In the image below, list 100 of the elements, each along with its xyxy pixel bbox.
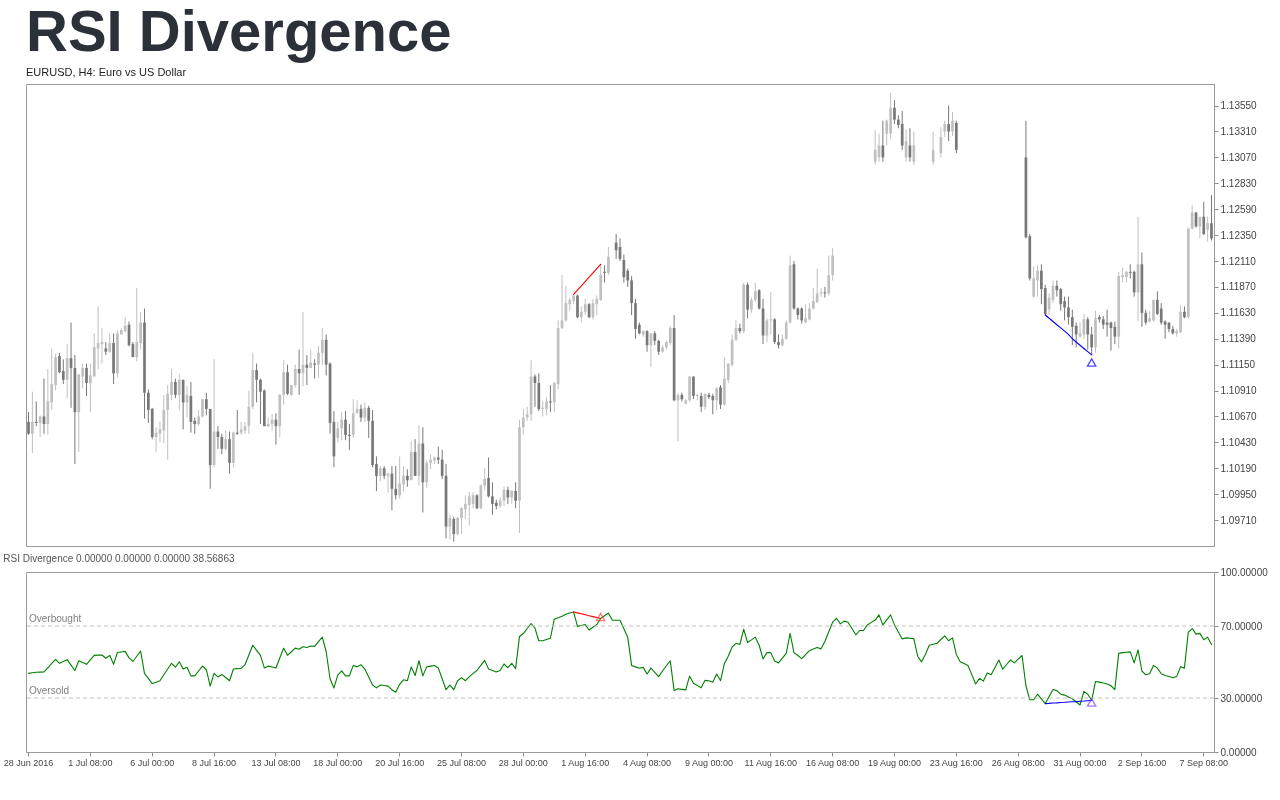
candlestick: [255, 363, 258, 403]
candlestick: [235, 409, 239, 436]
candlestick: [487, 456, 490, 498]
y-tick-label: 1.13070: [1220, 151, 1258, 163]
candlestick: [177, 373, 181, 411]
x-tick-label: 7 Sep 08:00: [1179, 757, 1229, 768]
candlestick: [893, 99, 896, 125]
candlestick: [549, 384, 552, 413]
candlestick: [166, 384, 170, 461]
candlestick: [320, 327, 324, 366]
candlestick: [1206, 216, 1209, 243]
candlestick: [873, 129, 877, 166]
candlestick: [85, 363, 88, 397]
candlestick: [522, 408, 525, 436]
candlestick: [827, 255, 831, 297]
candlestick: [228, 431, 231, 475]
x-tick-label: 1 Jul 08:00: [68, 757, 113, 768]
candlestick: [344, 410, 347, 441]
candlestick: [65, 343, 69, 399]
candlestick: [951, 111, 954, 137]
x-tick-label: 8 Jul 16:00: [192, 757, 237, 768]
y-tick-label: 1.11870: [1220, 281, 1257, 293]
x-tick-label: 19 Aug 00:00: [867, 757, 922, 768]
candlestick: [912, 131, 916, 166]
ref-line-label: Overbought: [29, 613, 82, 624]
candlestick: [1059, 287, 1063, 312]
candlestick: [1132, 270, 1136, 298]
candlestick: [367, 405, 371, 439]
candlestick: [607, 246, 610, 276]
candlestick: [456, 516, 459, 536]
candlestick: [668, 325, 672, 346]
y-tick-label: 70.00000: [1220, 620, 1263, 632]
y-tick-label: 1.12110: [1220, 255, 1257, 267]
candlestick: [398, 455, 401, 499]
candlestick: [402, 465, 405, 493]
candlestick: [773, 317, 776, 345]
candlestick: [514, 481, 517, 509]
chart-title: RSI Divergence 0.00000 0.00000 0.00000 38.56863: [3, 553, 235, 564]
x-tick-label: 25 Jul 08:00: [436, 757, 487, 768]
candlestick: [259, 378, 262, 425]
x-tick-label: 9 Aug 00:00: [684, 757, 733, 768]
y-tick-label: 0.00000: [1220, 746, 1258, 758]
candlestick: [174, 378, 177, 399]
y-tick-label: 1.12350: [1220, 229, 1258, 241]
candlestick: [348, 423, 351, 451]
candlestick: [699, 392, 703, 413]
chart-title: RSI Divergence: [26, 0, 452, 63]
x-tick-label: 28 Jul 00:00: [498, 757, 548, 768]
x-tick-label: 1 Aug 16:00: [561, 757, 610, 768]
candlestick: [831, 247, 834, 281]
x-tick-label: 26 Aug 08:00: [991, 757, 1045, 768]
candlestick: [452, 516, 456, 543]
candlestick: [204, 392, 208, 416]
candlestick: [34, 400, 38, 427]
candlestick: [688, 376, 691, 402]
x-tick-label: 2 Sep 16:00: [1117, 757, 1167, 768]
candlestick: [947, 105, 950, 142]
y-tick-label: 1.10670: [1220, 410, 1258, 422]
candlestick: [811, 287, 815, 311]
candlestick: [309, 349, 313, 369]
y-tick-label: 1.12590: [1220, 203, 1258, 215]
candlestick: [753, 282, 757, 303]
y-tick-label: 1.11630: [1220, 307, 1257, 319]
candlestick: [31, 391, 34, 454]
candlestick: [363, 401, 367, 423]
candlestick: [181, 379, 185, 430]
candlestick: [336, 421, 340, 443]
candlestick: [804, 303, 807, 324]
candlestick: [603, 264, 606, 284]
candlestick: [900, 110, 904, 151]
candlestick: [1210, 194, 1213, 242]
candlestick: [1032, 265, 1036, 299]
y-tick-label: 1.10910: [1220, 385, 1258, 397]
candlestick: [630, 275, 633, 316]
candlestick: [576, 293, 579, 319]
candlestick: [545, 396, 548, 416]
candlestick: [313, 358, 316, 380]
candlestick: [491, 481, 494, 516]
x-tick-label: 23 Aug 16:00: [929, 757, 983, 768]
candlestick: [351, 398, 355, 439]
y-tick-label: 1.13550: [1220, 100, 1258, 112]
candlestick: [467, 491, 471, 526]
candlestick: [464, 494, 467, 520]
candlestick: [425, 460, 429, 489]
line-series: [27, 611, 1213, 706]
candlestick: [135, 287, 139, 362]
y-tick-label: 1.11390: [1220, 333, 1257, 345]
chart-subtitle: EURUSD, H4: Euro vs US Dollar: [26, 66, 187, 78]
x-tick-label: 28 Jun 2016: [3, 757, 54, 768]
candlestick: [460, 506, 463, 535]
candlestick: [46, 368, 50, 436]
y-tick-label: 30.00000: [1220, 692, 1263, 704]
candlestick: [1202, 201, 1206, 236]
candlestick: [479, 483, 483, 510]
y-tick-label: 1.12830: [1220, 177, 1258, 189]
candlestick: [293, 364, 297, 388]
y-tick-label: 1.11150: [1220, 359, 1256, 371]
candlestick: [108, 332, 112, 354]
candlestick: [1067, 296, 1070, 326]
x-tick-label: 13 Jul 08:00: [251, 757, 301, 768]
